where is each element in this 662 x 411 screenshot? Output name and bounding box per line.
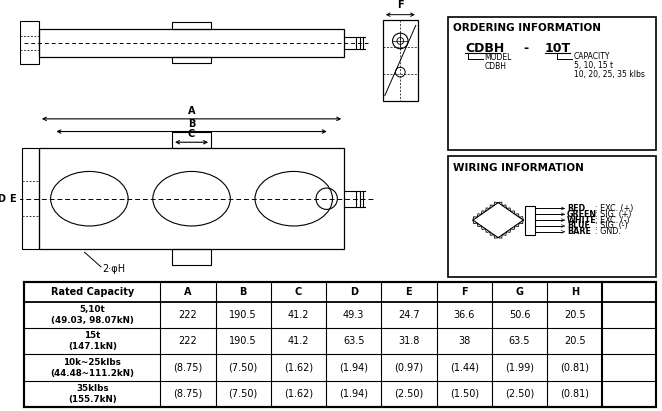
Text: : EXC. (-): : EXC. (-) (595, 216, 630, 225)
Text: (8.75): (8.75) (173, 363, 203, 373)
Text: (7.50): (7.50) (228, 363, 258, 373)
Text: (1.94): (1.94) (339, 363, 368, 373)
Text: 49.3: 49.3 (343, 310, 364, 320)
Text: CAPACITY: CAPACITY (574, 52, 610, 61)
Text: D: D (0, 194, 5, 204)
Text: : GND.: : GND. (595, 227, 621, 236)
Text: WIRING INFORMATION: WIRING INFORMATION (453, 163, 583, 173)
Text: 5,10t
(49.03, 98.07kN): 5,10t (49.03, 98.07kN) (51, 305, 134, 325)
Text: E: E (9, 194, 16, 204)
Text: 10, 20, 25, 35 klbs: 10, 20, 25, 35 klbs (574, 69, 645, 79)
Text: (2.50): (2.50) (395, 389, 424, 399)
Text: 38: 38 (458, 336, 470, 346)
Text: 31.8: 31.8 (399, 336, 420, 346)
Text: A: A (184, 287, 191, 297)
Text: D: D (350, 287, 357, 297)
Text: 15t
(147.1kN): 15t (147.1kN) (68, 331, 117, 351)
Text: 24.7: 24.7 (398, 310, 420, 320)
Text: (7.50): (7.50) (228, 389, 258, 399)
Text: 20.5: 20.5 (564, 336, 585, 346)
Text: (0.97): (0.97) (395, 363, 424, 373)
Text: : SIG. (+): : SIG. (+) (595, 210, 632, 219)
Text: H: H (571, 287, 579, 297)
Text: (1.44): (1.44) (449, 363, 479, 373)
Text: G: G (516, 287, 524, 297)
Text: C: C (295, 287, 302, 297)
Text: 2·φH: 2·φH (102, 264, 125, 274)
Text: WHITE: WHITE (567, 216, 596, 225)
Text: -: - (524, 42, 528, 55)
Text: 50.6: 50.6 (508, 310, 530, 320)
Text: C: C (188, 129, 195, 139)
Text: 41.2: 41.2 (288, 336, 309, 346)
Text: (8.75): (8.75) (173, 389, 203, 399)
Text: E: E (406, 287, 412, 297)
Text: (1.94): (1.94) (339, 389, 368, 399)
Text: 190.5: 190.5 (229, 336, 257, 346)
Text: F: F (397, 0, 404, 10)
Text: A: A (188, 106, 195, 116)
Text: 36.6: 36.6 (453, 310, 475, 320)
Text: B: B (188, 119, 195, 129)
Text: (1.99): (1.99) (505, 363, 534, 373)
Text: RED: RED (567, 204, 585, 213)
Text: 20.5: 20.5 (564, 310, 585, 320)
Text: CDBH: CDBH (465, 42, 504, 55)
Text: (1.62): (1.62) (284, 389, 313, 399)
Text: 35klbs
(155.7kN): 35klbs (155.7kN) (68, 384, 117, 404)
Text: BLUE: BLUE (567, 222, 590, 231)
Text: 10T: 10T (545, 42, 571, 55)
Text: 222: 222 (179, 310, 197, 320)
Text: 63.5: 63.5 (508, 336, 530, 346)
Text: : EXC. (+): : EXC. (+) (595, 204, 634, 213)
Text: 63.5: 63.5 (343, 336, 364, 346)
Text: Rated Capacity: Rated Capacity (51, 287, 134, 297)
Text: B: B (240, 287, 247, 297)
Text: (1.62): (1.62) (284, 363, 313, 373)
Text: GREEN: GREEN (567, 210, 597, 219)
Text: 41.2: 41.2 (288, 310, 309, 320)
Text: (0.81): (0.81) (560, 363, 589, 373)
Text: 5, 10, 15 t: 5, 10, 15 t (574, 61, 613, 70)
Text: ORDERING INFORMATION: ORDERING INFORMATION (453, 23, 600, 33)
Text: BARE: BARE (567, 227, 591, 236)
Text: F: F (461, 287, 467, 297)
Text: 10k~25klbs
(44.48~111.2kN): 10k~25klbs (44.48~111.2kN) (50, 358, 134, 378)
Text: (1.50): (1.50) (449, 389, 479, 399)
Text: 222: 222 (179, 336, 197, 346)
Text: 190.5: 190.5 (229, 310, 257, 320)
Text: (2.50): (2.50) (505, 389, 534, 399)
Text: (0.81): (0.81) (560, 389, 589, 399)
Text: MODEL: MODEL (485, 53, 512, 62)
Text: : SIG. (-): : SIG. (-) (595, 222, 628, 231)
Text: CDBH: CDBH (485, 62, 506, 71)
